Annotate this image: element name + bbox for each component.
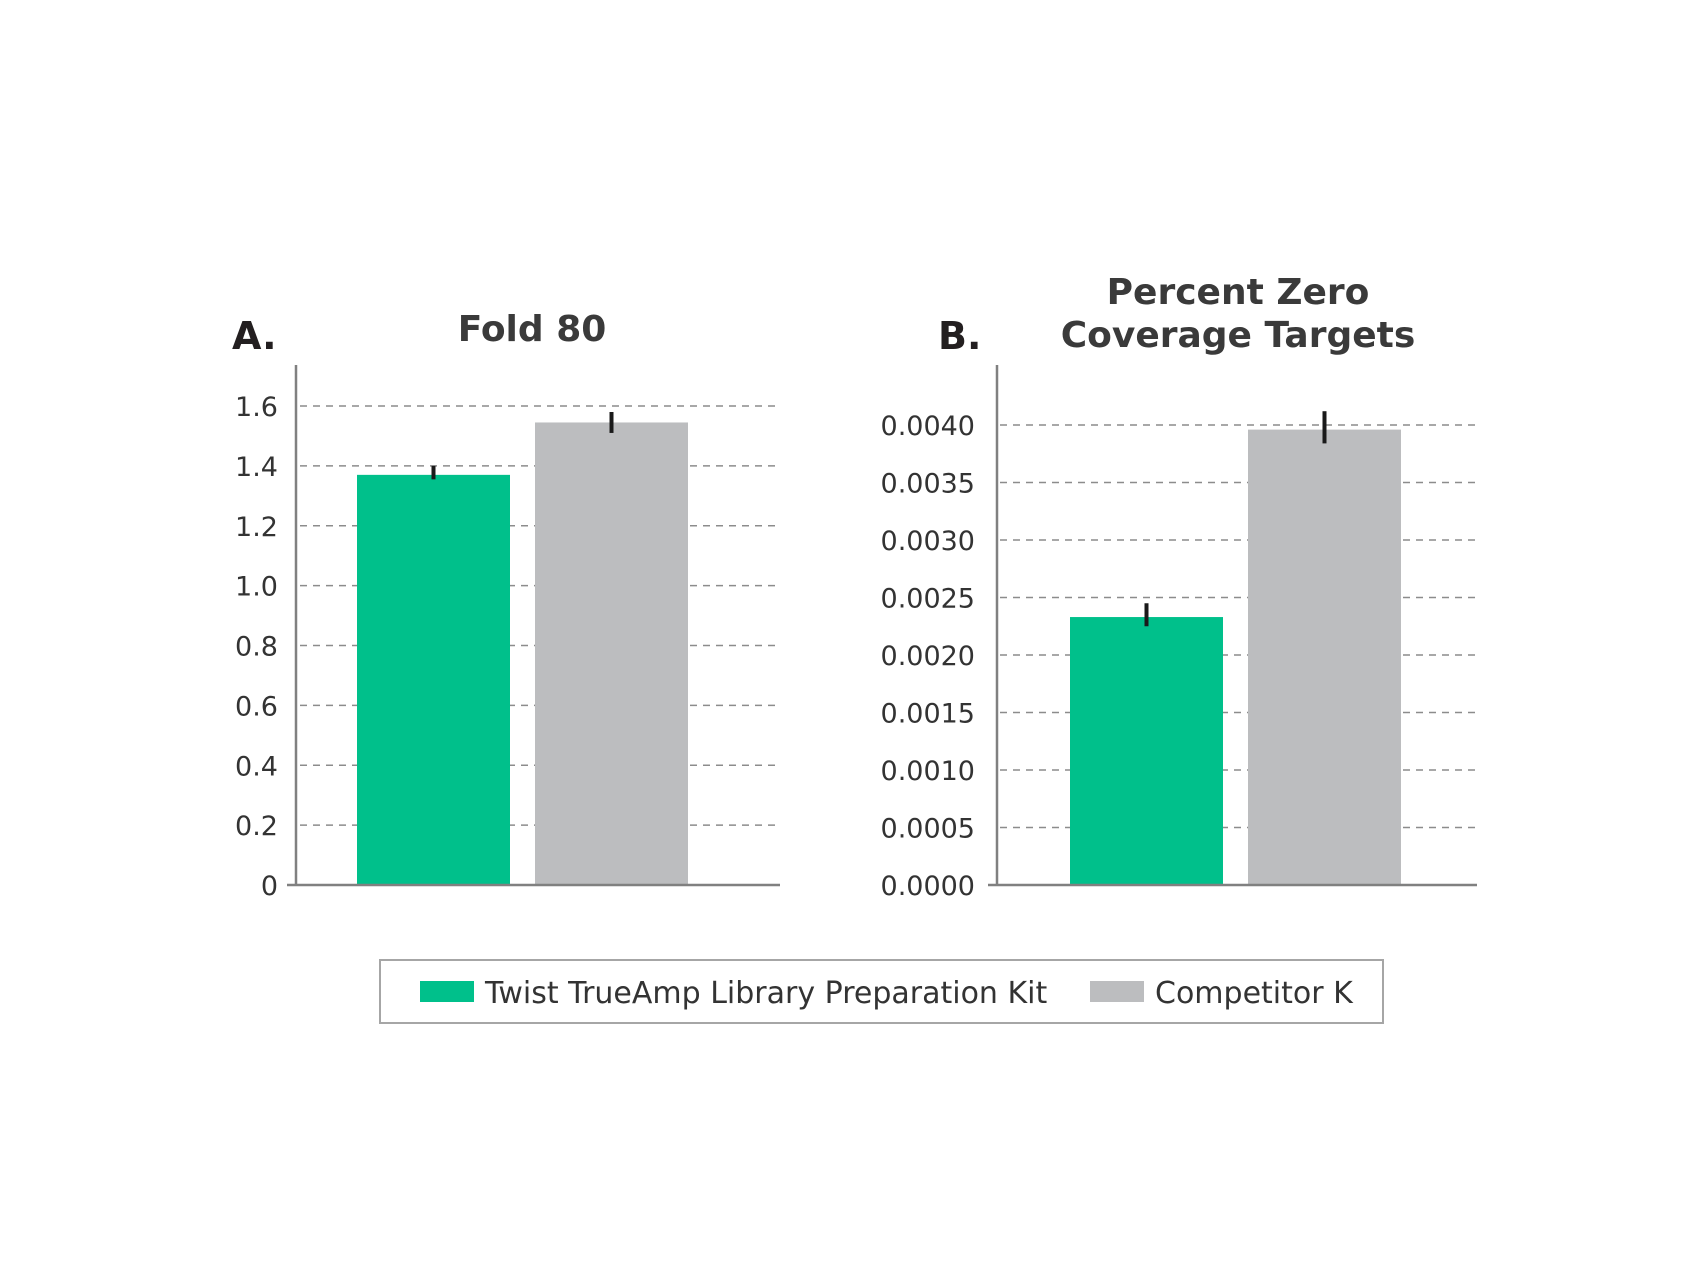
panel-a-letter: A.: [232, 314, 277, 358]
chart-a-y-tick-label: 0.4: [235, 751, 278, 782]
chart-a-error-bars: [431, 411, 614, 480]
chart-a-bars: [357, 422, 688, 885]
chart-a-y-tick-label: 1.4: [235, 452, 278, 483]
panel-b-letter: B.: [938, 314, 981, 358]
chart-b-error-bars: [1144, 411, 1327, 627]
legend: Twist TrueAmp Library Preparation Kit Co…: [379, 959, 1384, 1024]
chart-a-y-tick-label: 0: [261, 871, 278, 902]
chart-b-y-tick-label: 0.0015: [881, 699, 975, 730]
chart-b-y-tick-label: 0.0035: [881, 469, 975, 500]
chart-a-title: Fold 80: [458, 309, 607, 350]
chart-b-bar-twist: [1070, 617, 1223, 885]
legend-swatch-competitor: [1090, 981, 1144, 1002]
legend-swatch-twist: [420, 981, 474, 1002]
chart-panel-a: A. Fold 80 0 0.2 0.4 0.6 0.8 1.0 1.2 1.4 1.6: [232, 309, 780, 902]
chart-a-y-tick-label: 0.2: [235, 811, 278, 842]
chart-b-y-tick-label: 0.0000: [881, 871, 975, 902]
chart-a-bar-twist: [357, 474, 510, 885]
chart-a-y-tick-label: 0.8: [235, 632, 278, 663]
chart-b-title-line-1: Percent Zero: [1107, 272, 1370, 313]
chart-b-title-line-2: Coverage Targets: [1061, 315, 1416, 356]
chart-b-y-tick-labels: 0.0000 0.0005 0.0010 0.0015 0.0020 0.0025 0.00…: [881, 411, 975, 902]
chart-a-bar-competitor: [535, 422, 688, 885]
chart-b-y-tick-label: 0.0030: [881, 526, 975, 557]
chart-b-y-tick-label: 0.0025: [881, 584, 975, 615]
chart-a-y-tick-label: 1.6: [235, 392, 278, 423]
chart-b-y-tick-label: 0.0005: [881, 814, 975, 845]
chart-b-y-tick-label: 0.0020: [881, 641, 975, 672]
chart-a-y-tick-label: 0.6: [235, 691, 278, 722]
legend-label-twist: Twist TrueAmp Library Preparation Kit: [484, 976, 1047, 1011]
chart-b-y-tick-label: 0.0010: [881, 756, 975, 787]
chart-b-bars: [1070, 429, 1401, 885]
legend-label-competitor: Competitor K: [1155, 976, 1354, 1011]
legend-box: [379, 959, 1384, 1024]
chart-a-y-tick-labels: 0 0.2 0.4 0.6 0.8 1.0 1.2 1.4 1.6: [235, 392, 278, 902]
chart-b-bar-competitor: [1248, 429, 1401, 885]
chart-a-y-tick-label: 1.2: [235, 512, 278, 543]
chart-a-y-tick-label: 1.0: [235, 572, 278, 603]
chart-b-y-tick-label: 0.0040: [881, 411, 975, 442]
chart-panel-b: B. Percent Zero Coverage Targets 0.00000…: [881, 272, 1477, 902]
